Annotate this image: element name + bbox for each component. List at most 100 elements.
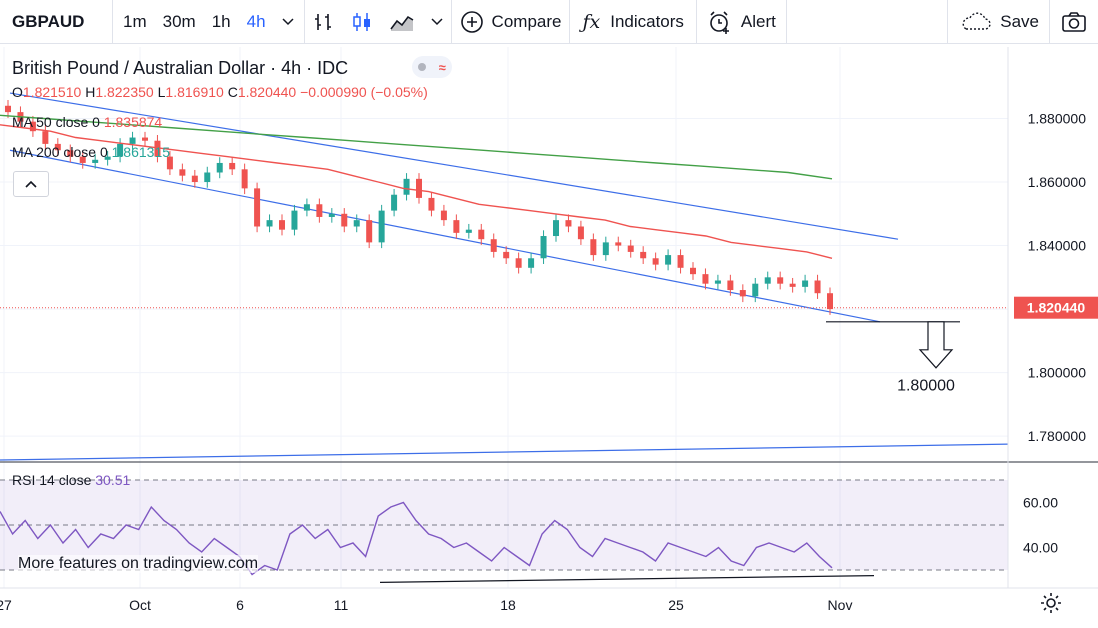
channel-lower-line xyxy=(9,149,881,323)
candle-body xyxy=(652,258,659,265)
candle-body xyxy=(291,210,298,230)
ma50-line xyxy=(0,124,833,259)
toolbar-separator xyxy=(1049,0,1050,44)
gear-icon[interactable] xyxy=(1040,592,1062,614)
symbol-button[interactable]: GBPAUD xyxy=(12,11,85,31)
candle-body xyxy=(503,251,510,259)
alert-button[interactable]: Alert xyxy=(697,0,786,44)
ma200-line xyxy=(0,114,833,180)
candle-body xyxy=(216,162,223,173)
candle-style-icon[interactable] xyxy=(343,0,381,44)
candle-body xyxy=(440,210,447,221)
candle-body xyxy=(316,204,323,217)
rsi-label: RSI 14 close xyxy=(12,472,92,488)
rsi-legend: RSI 14 close 30.51 xyxy=(12,472,130,488)
camera-icon xyxy=(1062,11,1086,32)
cloud-icon xyxy=(962,12,991,30)
candle-body xyxy=(827,293,833,310)
alert-label: Alert xyxy=(740,11,776,31)
rsi-line xyxy=(0,501,833,576)
compare-button[interactable]: Compare xyxy=(452,0,570,44)
time-tick-label: 18 xyxy=(500,597,516,613)
candle-body xyxy=(702,274,709,284)
candle-body xyxy=(690,267,696,275)
candle-body xyxy=(627,245,634,252)
rsi-value: 30.51 xyxy=(95,472,131,488)
time-tick-label: Oct xyxy=(129,597,151,613)
candle-body xyxy=(739,290,746,297)
candle-body xyxy=(79,156,86,163)
candle-body xyxy=(129,137,136,144)
chart-type-dropdown-icon[interactable] xyxy=(423,0,451,44)
candle-body xyxy=(154,140,161,157)
high-value: 1.822350 xyxy=(95,84,154,100)
area-style-icon[interactable] xyxy=(381,0,423,44)
time-tick-label: 27 xyxy=(0,597,12,613)
indicators-button[interactable]: ƒx Indicators xyxy=(570,0,695,44)
candle-body xyxy=(142,137,148,141)
candle-body xyxy=(279,220,285,230)
candle-body xyxy=(254,188,261,227)
toolbar-separator xyxy=(695,0,697,44)
last-price-tag xyxy=(1014,296,1098,319)
candles xyxy=(5,100,833,315)
open-value: 1.821510 xyxy=(22,84,82,100)
bar-style-icon[interactable] xyxy=(305,0,343,44)
price-tick-label: 1.860000 xyxy=(1028,174,1087,190)
chart-canvas[interactable]: 1.80000 1.8800001.8600001.8400001.820000… xyxy=(0,45,1098,628)
rsi-trend-line xyxy=(379,575,875,583)
candle-body xyxy=(378,210,385,243)
candle-body xyxy=(764,277,771,284)
trend-channel xyxy=(0,92,1009,461)
candle-body xyxy=(303,204,310,211)
price-tick-label: 1.840000 xyxy=(1028,238,1087,254)
ohlc-legend: O1.821510 H1.822350 L1.816910 C1.820440 … xyxy=(12,84,428,100)
interval-1m[interactable]: 1m xyxy=(123,11,147,31)
long-trend-line xyxy=(0,443,1009,461)
candle-body xyxy=(166,156,173,170)
candle-body xyxy=(789,283,796,287)
rsi-series xyxy=(0,501,833,576)
candle-body xyxy=(366,220,373,243)
candle-body xyxy=(540,236,547,259)
toolbar-separator xyxy=(785,0,787,44)
toolbar-separator xyxy=(450,0,452,44)
candle-body xyxy=(179,169,186,176)
snapshot-button[interactable] xyxy=(1050,0,1098,44)
high-label: H xyxy=(85,84,96,100)
candle-body xyxy=(802,280,809,287)
indicators-label: Indicators xyxy=(610,11,684,31)
candle-body xyxy=(391,194,398,211)
axes: 1.8800001.8600001.8400001.8200001.800000… xyxy=(0,47,1098,613)
candle-body xyxy=(478,229,485,240)
ma50-label: MA 50 close 0 xyxy=(12,114,100,130)
save-button[interactable]: Save xyxy=(948,0,1049,44)
visibility-badge[interactable]: ≈ xyxy=(412,56,452,78)
price-tick-label: 1.880000 xyxy=(1028,110,1087,126)
collapse-legend-button[interactable] xyxy=(13,171,49,197)
candle-body xyxy=(428,197,435,211)
toolbar-separator xyxy=(303,0,305,44)
candle-body xyxy=(714,280,721,284)
save-label: Save xyxy=(1000,11,1039,31)
toolbar-separator xyxy=(569,0,571,44)
candle-body xyxy=(777,277,784,284)
grid xyxy=(0,47,1008,588)
candle-body xyxy=(5,105,11,113)
interval-1h[interactable]: 1h xyxy=(211,11,231,31)
candle-body xyxy=(602,242,609,256)
interval-4h[interactable]: 4h xyxy=(246,11,266,31)
candle-body xyxy=(665,255,672,265)
target-label: 1.80000 xyxy=(897,378,955,395)
interval-dropdown-icon[interactable] xyxy=(274,17,302,26)
candle-body xyxy=(453,220,460,233)
annotations: 1.80000 xyxy=(379,321,960,583)
compare-label: Compare xyxy=(491,11,562,31)
change-value: −0.000990 (−0.05%) xyxy=(300,84,428,100)
open-label: O xyxy=(12,84,23,100)
interval-30m[interactable]: 30m xyxy=(162,11,196,31)
candle-body xyxy=(92,159,99,163)
low-label: L xyxy=(157,84,166,100)
ma200-legend: MA 200 close 0 1.861315 xyxy=(12,144,170,160)
promo-text[interactable]: More features on tradingview.com xyxy=(18,555,259,573)
